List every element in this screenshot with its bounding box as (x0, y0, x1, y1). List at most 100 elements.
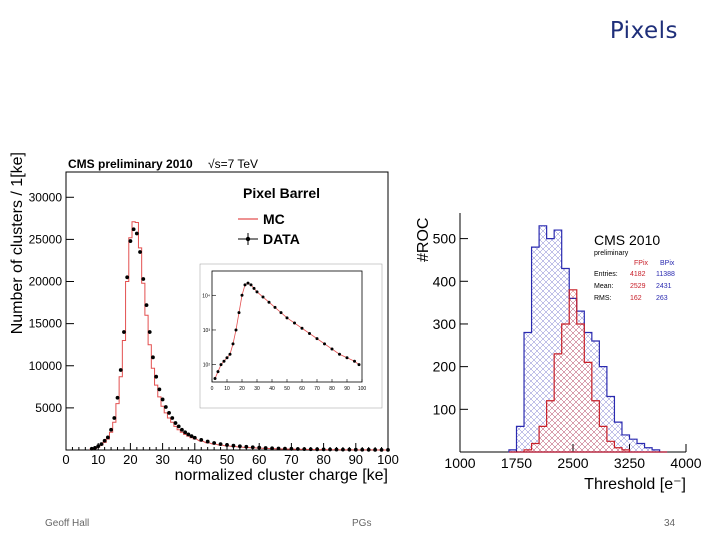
data-point (334, 447, 339, 452)
data-point (225, 443, 229, 447)
series-bpix (508, 225, 668, 453)
data-point (212, 441, 217, 445)
inset-data-point (237, 311, 241, 315)
y-tick-label: 5000 (35, 401, 62, 415)
inset-data-point (357, 363, 361, 367)
x-tick-label: 3250 (614, 455, 645, 471)
data-point (386, 447, 390, 452)
inset-data-point (323, 342, 326, 346)
data-point (257, 445, 262, 450)
inset-data-point (300, 326, 304, 330)
data-point (122, 330, 126, 334)
inset-data-point (240, 293, 244, 297)
slide-title: Pixels (609, 18, 678, 44)
data-point (205, 439, 210, 444)
inset-x-tick-label: 30 (254, 386, 260, 392)
data-point (250, 445, 255, 450)
data-point (157, 387, 162, 392)
data-point (115, 395, 120, 400)
x-tick-label: 4000 (670, 455, 701, 471)
x-tick-label: 30 (155, 452, 169, 467)
inset-data-point (308, 331, 311, 335)
data-point (192, 435, 197, 440)
inset-data-point (228, 352, 232, 356)
y-tick-label: 300 (433, 316, 457, 332)
data-point (167, 411, 171, 415)
data-point (270, 446, 274, 451)
data-point (131, 227, 136, 232)
x-tick-label: 70 (284, 452, 298, 467)
legend-fpix-value: 162 (630, 295, 642, 302)
inset-data-point (219, 363, 223, 367)
inset-data-point (293, 321, 296, 325)
inset-x-tick-label: 20 (239, 386, 245, 392)
x-axis-label: normalized cluster charge [ke] (175, 467, 388, 484)
inset-data-point (243, 283, 247, 287)
data-point (183, 430, 188, 435)
y-axis-label: #ROC (415, 218, 432, 262)
data-point (147, 330, 152, 334)
x-tick-label: 1000 (444, 455, 475, 471)
data-point (218, 442, 223, 447)
inset-data-point (273, 305, 277, 309)
cluster-charge-chart: 0 10 20 30 40 50 60 70 80 90 100500010000150002000… (9, 152, 399, 484)
x-tick-label: 40 (188, 452, 202, 467)
legend-bpix-value: 263 (656, 295, 668, 302)
legend-title: CMS 2010 (594, 232, 660, 248)
inset-data-point (353, 359, 356, 363)
inset-data-point (222, 359, 226, 363)
data-point (173, 421, 178, 425)
data-point (151, 355, 155, 360)
data-point (160, 397, 165, 402)
data-point (118, 368, 123, 372)
legend-mc-label: MC (263, 211, 285, 227)
data-point (89, 446, 94, 451)
legend-header: Pixel Barrel (243, 185, 320, 201)
data-point (138, 250, 142, 254)
inset-data-point (261, 295, 265, 299)
inset-data-point (249, 283, 253, 287)
data-point (112, 416, 117, 420)
y-tick-label: 200 (433, 359, 457, 375)
inset-data-point (285, 316, 289, 320)
data-point (360, 447, 365, 452)
data-point (93, 445, 97, 450)
legend-row-label: Mean: (594, 283, 614, 290)
legend-bpix-value: 2431 (656, 283, 672, 290)
data-point (186, 432, 191, 437)
y-tick-label: 10000 (29, 359, 63, 373)
inset-data-point (279, 311, 283, 315)
inset-data-point (246, 281, 250, 285)
inset-y-tick-label: 10³ (203, 328, 211, 334)
data-point (128, 239, 133, 243)
data-point (328, 447, 332, 452)
legend-col-fpix: FPix (634, 260, 649, 267)
inset-x-tick-label: 80 (329, 386, 335, 392)
inset-x-tick-label: 90 (344, 386, 350, 392)
data-point (189, 434, 194, 438)
inset-data-point (216, 370, 220, 374)
y-tick-label: 500 (433, 231, 457, 247)
x-tick-label: 10 (91, 452, 105, 467)
inset-x-tick-label: 10 (224, 386, 230, 392)
y-tick-label: 30000 (29, 190, 63, 204)
inset-data-point (255, 290, 259, 294)
legend-box (586, 227, 686, 317)
data-point (308, 447, 313, 452)
footer-author: Geoff Hall (45, 518, 90, 529)
inset-x-tick-label: 100 (358, 386, 367, 392)
data-point (347, 447, 352, 452)
legend-data-marker (245, 236, 251, 242)
data-point (302, 447, 307, 452)
data-point (231, 443, 236, 448)
data-point (141, 277, 146, 281)
inset-y-tick-label: 10² (203, 363, 211, 369)
data-point (276, 446, 281, 451)
inset-x-tick-label: 70 (314, 386, 320, 392)
inset-x-tick-label: 50 (284, 386, 290, 392)
data-point (237, 444, 242, 449)
inset-frame (211, 270, 363, 383)
x-tick-label: 50 (220, 452, 234, 467)
data-point (105, 435, 110, 440)
data-point (295, 447, 300, 451)
